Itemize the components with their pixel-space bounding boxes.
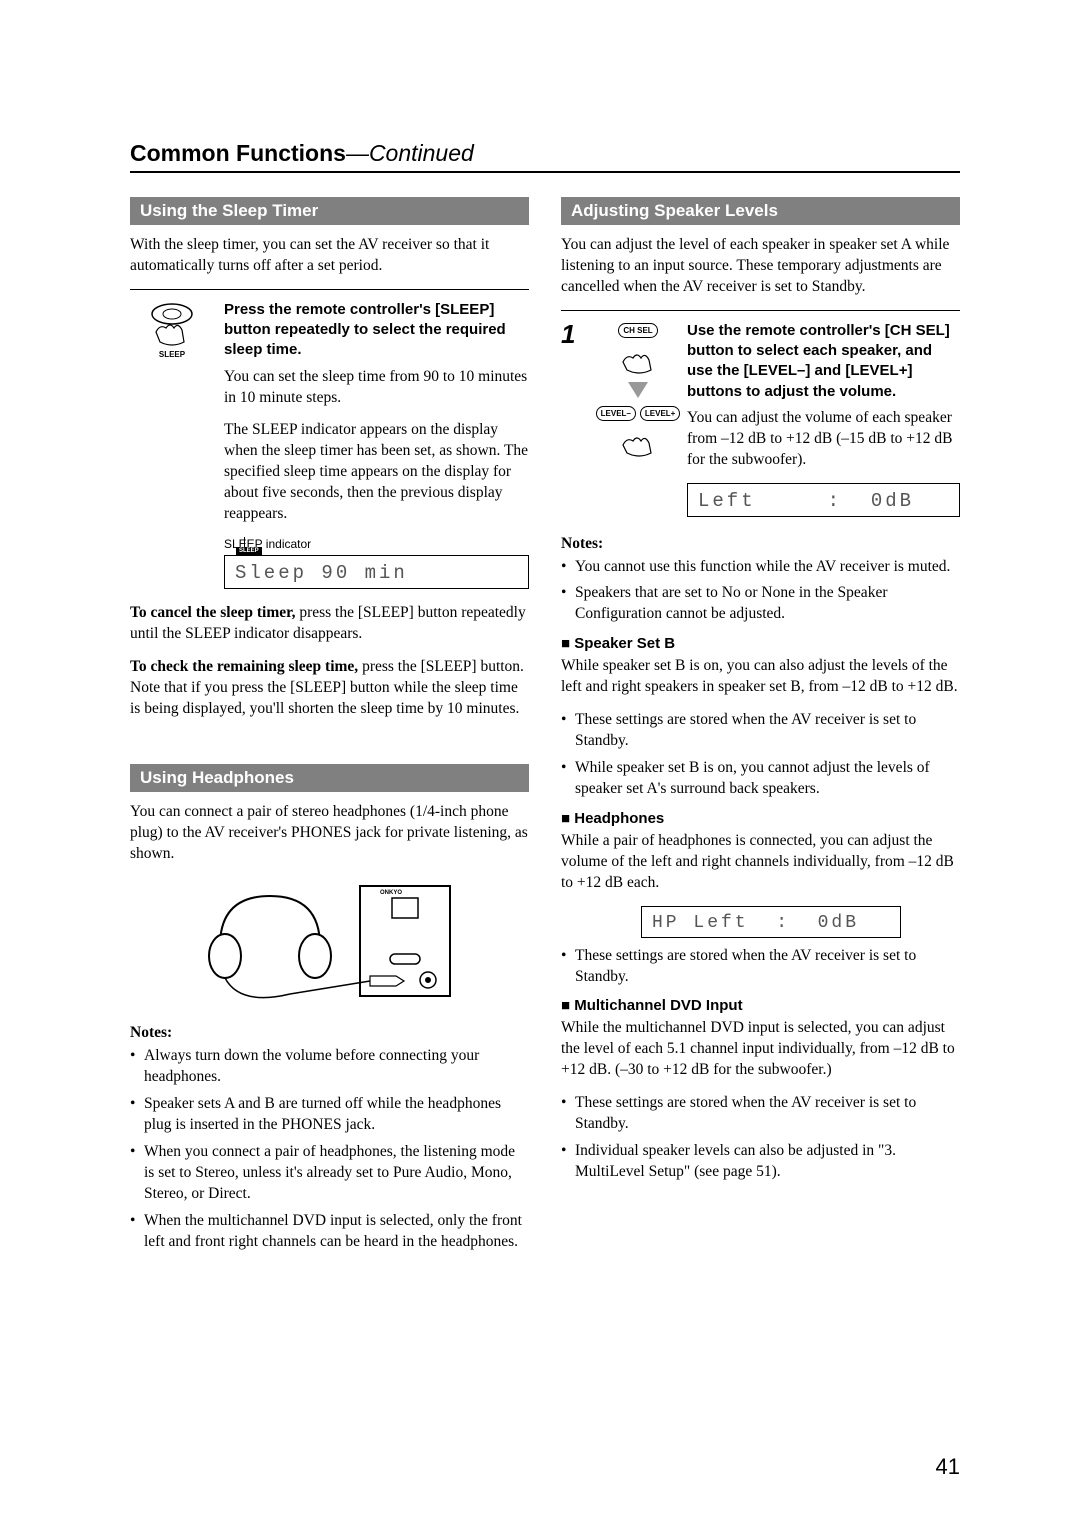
- level-remote-icon: LEVEL– LEVEL+: [596, 406, 681, 457]
- list-item: Speakers that are set to No or None in t…: [561, 583, 960, 625]
- title-rule: [130, 171, 960, 173]
- sleep-check-bold: To check the remaining sleep time,: [130, 658, 358, 675]
- arrow-down-icon: [628, 382, 648, 398]
- hp-bullets: These settings are stored when the AV re…: [561, 946, 960, 988]
- hp-notes-list: Always turn down the volume before conne…: [130, 1046, 529, 1252]
- levels-step-lead: Use the remote controller's [CH SEL] but…: [687, 321, 960, 402]
- sleep-step-body1: You can set the sleep time from 90 to 10…: [224, 367, 529, 409]
- list-item: Always turn down the volume before conne…: [130, 1046, 529, 1088]
- svg-text:ONKYO: ONKYO: [380, 890, 402, 896]
- levels-intro: You can adjust the level of each speaker…: [561, 235, 960, 298]
- headphones-intro: You can connect a pair of stereo headpho…: [130, 802, 529, 865]
- sleep-step-lead: Press the remote controller's [SLEEP] bu…: [224, 300, 529, 361]
- ch-sel-button-label: CH SEL: [618, 323, 657, 338]
- sleep-intro: With the sleep timer, you can set the AV…: [130, 235, 529, 277]
- page-number: 41: [936, 1454, 960, 1480]
- levels-notes-list: You cannot use this function while the A…: [561, 557, 960, 626]
- dvd-bullets: These settings are stored when the AV re…: [561, 1093, 960, 1183]
- chsel-remote-icon: CH SEL: [617, 323, 659, 374]
- subhead-headphones: Headphones: [561, 810, 960, 827]
- levels-notes-label: Notes:: [561, 535, 960, 553]
- list-item: Speaker sets A and B are turned off whil…: [130, 1094, 529, 1136]
- sleep-lcd: Sleep 90 min: [224, 555, 529, 589]
- hand-press-icon: [146, 302, 198, 348]
- hand-press-icon: [617, 423, 659, 457]
- level-minus-button-label: LEVEL–: [596, 406, 636, 421]
- sleep-cancel-para: To cancel the sleep timer, press the [SL…: [130, 603, 529, 645]
- headphones-figure: ONKYO: [130, 876, 529, 1006]
- hp-para: While a pair of headphones is connected,…: [561, 831, 960, 894]
- remote-sleep-icon: SLEEP: [130, 300, 214, 359]
- hp-lcd: HP Left : 0dB: [641, 906, 901, 938]
- setb-para: While speaker set B is on, you can also …: [561, 656, 960, 698]
- divider: [561, 310, 960, 311]
- step-number: 1: [561, 321, 589, 517]
- levels-lcd: Left : 0dB: [687, 483, 960, 517]
- section-speaker-levels: Adjusting Speaker Levels: [561, 197, 960, 225]
- list-item: These settings are stored when the AV re…: [561, 946, 960, 988]
- sleep-step-body2: The SLEEP indicator appears on the displ…: [224, 420, 529, 525]
- sleep-cancel-bold: To cancel the sleep timer,: [130, 604, 295, 621]
- list-item: Individual speaker levels can also be ad…: [561, 1141, 960, 1183]
- dvd-para: While the multichannel DVD input is sele…: [561, 1018, 960, 1081]
- section-headphones: Using Headphones: [130, 764, 529, 792]
- sleep-button-label: SLEEP: [159, 350, 185, 359]
- sleep-badge: SLEEP: [236, 547, 262, 555]
- list-item: You cannot use this function while the A…: [561, 557, 960, 578]
- page-title: Common Functions—Continued: [130, 140, 960, 167]
- sleep-check-para: To check the remaining sleep time, press…: [130, 657, 529, 720]
- page-title-suffix: —Continued: [346, 140, 474, 166]
- left-column: Using the Sleep Timer With the sleep tim…: [130, 197, 529, 1263]
- sleep-indicator-label: SLEEP indicator: [224, 537, 529, 551]
- list-item: When the multichannel DVD input is selec…: [130, 1211, 529, 1253]
- right-column: Adjusting Speaker Levels You can adjust …: [561, 197, 960, 1263]
- section-sleep-timer: Using the Sleep Timer: [130, 197, 529, 225]
- level-plus-button-label: LEVEL+: [640, 406, 680, 421]
- subhead-speaker-set-b: Speaker Set B: [561, 635, 960, 652]
- subhead-multichannel-dvd: Multichannel DVD Input: [561, 997, 960, 1014]
- hp-notes-label: Notes:: [130, 1024, 529, 1042]
- list-item: When you connect a pair of headphones, t…: [130, 1142, 529, 1205]
- list-item: While speaker set B is on, you cannot ad…: [561, 758, 960, 800]
- divider: [130, 289, 529, 290]
- levels-step-body: You can adjust the volume of each speake…: [687, 408, 960, 471]
- hand-press-icon: [617, 340, 659, 374]
- setb-bullets: These settings are stored when the AV re…: [561, 710, 960, 800]
- list-item: These settings are stored when the AV re…: [561, 1093, 960, 1135]
- list-item: These settings are stored when the AV re…: [561, 710, 960, 752]
- page-title-main: Common Functions: [130, 140, 346, 166]
